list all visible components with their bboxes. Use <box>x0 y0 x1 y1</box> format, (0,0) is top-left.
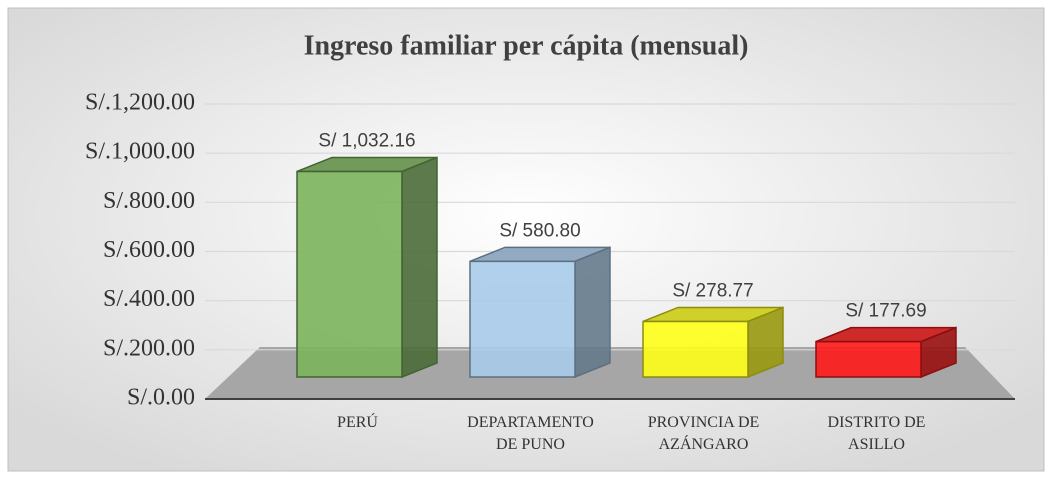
data-label: S/ 177.69 <box>845 301 926 322</box>
y-tick-label: S/.0.00 <box>127 385 195 411</box>
x-tick-label: DEPARTAMENTO DE PUNO <box>467 414 594 453</box>
bar <box>642 306 784 379</box>
chart-title: Ingreso familiar per cápita (mensual) <box>304 30 749 61</box>
y-tick-label: S/.1,000.00 <box>85 139 195 165</box>
bar <box>815 326 957 379</box>
bar-side <box>401 156 438 379</box>
data-label: S/ 1,032.16 <box>318 130 415 151</box>
bar-front <box>469 260 576 378</box>
y-tick-label: S/.600.00 <box>103 237 195 263</box>
y-tick-label: S/.400.00 <box>103 286 195 312</box>
bar-side <box>574 246 611 379</box>
x-tick-label: PERÚ <box>337 414 378 431</box>
bar-front <box>642 320 749 378</box>
bar <box>469 246 611 379</box>
y-tick-label: S/.800.00 <box>103 188 195 214</box>
y-tick-label: S/.200.00 <box>103 335 195 361</box>
x-tick-label: PROVINCIA DE AZÁNGARO <box>647 414 760 453</box>
data-label: S/ 278.77 <box>672 281 753 302</box>
bar <box>296 156 438 379</box>
x-tick-label: DISTRITO DE ASILLO <box>827 414 926 453</box>
bar-front <box>296 170 403 378</box>
bar-front <box>815 340 922 378</box>
data-label: S/ 580.80 <box>499 220 580 241</box>
y-tick-label: S/.1,200.00 <box>85 90 195 116</box>
